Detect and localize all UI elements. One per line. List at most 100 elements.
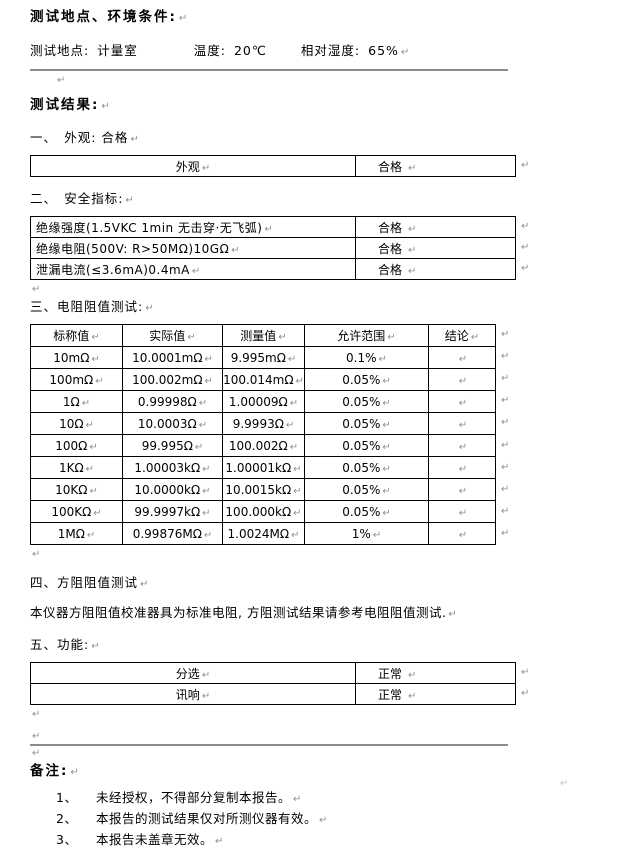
col-header-text: 实际值	[149, 329, 186, 343]
paragraph-mark: ↵	[382, 397, 391, 409]
row-end-marks: ↵ ↵	[521, 662, 529, 705]
safety-item: 绝缘强度(1.5VKC 1min 无击穿·无飞弧)	[36, 220, 263, 235]
paragraph-mark: ↵	[32, 748, 41, 759]
function-result: 正常	[378, 687, 403, 702]
actual-cell: 99.995Ω ↵	[122, 434, 223, 457]
range-value: 0.05%	[342, 438, 381, 453]
temperature-value: 20℃	[233, 43, 267, 58]
paragraph-mark: ↵	[378, 353, 387, 365]
safety-item-cell: 绝缘电阻(500V: R>50MΩ)10GΩ ↵	[30, 237, 356, 259]
paragraph-mark: ↵	[204, 353, 213, 365]
temperature-label: 温度:	[193, 43, 226, 58]
safety-item: 泄漏电流(≤3.6mA)0.4mA	[36, 262, 190, 277]
actual-value: 10.0003Ω	[137, 416, 197, 431]
measured-value: 1.00009Ω	[228, 394, 288, 409]
function-item-cell: 讯响 ↵	[30, 683, 356, 705]
empty-paragraph: ↵	[30, 729, 622, 743]
safety-result-cell: 合格 ↵	[355, 258, 516, 280]
nominal-cell: 100mΩ ↵	[30, 368, 123, 391]
table-row: 绝缘电阻(500V: R>50MΩ)10GΩ ↵ 合格 ↵	[30, 237, 516, 259]
remark-item: 2、 本报告的测试结果仅对所测仪器有效。 ↵	[30, 809, 622, 830]
paragraph-mark: ↵	[382, 419, 391, 431]
col-header-measured: 测量值 ↵	[222, 324, 305, 347]
paragraph-mark: ↵	[382, 485, 391, 497]
paragraph-mark: ↵	[408, 244, 417, 256]
paragraph-mark: ↵	[501, 417, 510, 429]
table-row: 绝缘强度(1.5VKC 1min 无击穿·无飞弧) ↵ 合格 ↵	[30, 216, 516, 238]
paragraph-mark: ↵	[501, 373, 510, 385]
col-header-text: 标称值	[53, 329, 90, 343]
nominal-cell: 1KΩ ↵	[30, 456, 123, 479]
resistance-table: 标称值 ↵ 实际值 ↵ 测量值 ↵ 允许范围 ↵ 结论 ↵ 10mΩ ↵ 10.0001mΩ…	[30, 324, 496, 545]
paragraph-mark: ↵	[501, 483, 510, 495]
paragraph-mark: ↵	[191, 265, 201, 277]
paragraph-mark: ↵	[278, 332, 287, 343]
nominal-cell: 10mΩ ↵	[30, 346, 123, 369]
safety-result: 合格	[378, 241, 403, 256]
nominal-value: 10mΩ	[53, 350, 90, 365]
table-row: 泄漏电流(≤3.6mA)0.4mA ↵ 合格 ↵	[30, 258, 516, 280]
paragraph-mark: ↵	[458, 463, 468, 475]
paragraph-mark: ↵	[458, 507, 468, 519]
paragraph-mark: ↵	[32, 709, 41, 720]
paragraph-mark: ↵	[458, 397, 468, 409]
range-cell: 1% ↵	[304, 522, 429, 545]
paragraph-mark: ↵	[86, 529, 96, 541]
nominal-cell: 100Ω ↵	[30, 434, 123, 457]
section-resistance-title: 三、电阻阻值测试: ↵	[30, 298, 622, 317]
paragraph-mark: ↵	[408, 669, 417, 681]
conclusion-cell: ↵	[428, 522, 496, 545]
measured-cell: 9.995mΩ ↵	[222, 346, 305, 369]
paragraph-mark: ↵	[293, 794, 302, 805]
actual-value: 1.00003kΩ	[134, 460, 201, 475]
paragraph-mark: ↵	[501, 505, 510, 517]
paragraph-mark: ↵	[201, 669, 211, 681]
safety-result-cell: 合格 ↵	[355, 237, 516, 259]
range-value: 0.05%	[342, 394, 381, 409]
function-result-cell: 正常 ↵	[355, 662, 516, 684]
env-heading-text: 测试地点、环境条件:	[30, 9, 177, 25]
conclusion-cell: ↵	[428, 434, 496, 457]
paragraph-mark: ↵	[408, 162, 417, 174]
paragraph-mark: ↵	[293, 463, 302, 475]
paragraph-mark: ↵	[521, 666, 530, 678]
remarks-heading: 备注: ↵	[30, 762, 622, 782]
measured-cell: 100.014mΩ ↵	[222, 368, 305, 391]
paragraph-mark: ↵	[198, 397, 208, 409]
paragraph-mark: ↵	[560, 778, 569, 789]
conclusion-cell: ↵	[428, 500, 496, 523]
paragraph-mark: ↵	[95, 375, 104, 387]
paragraph-mark: ↵	[178, 13, 188, 24]
remark-number: 2、	[56, 811, 78, 826]
paragraph-mark: ↵	[204, 375, 213, 387]
nominal-cell: 10KΩ ↵	[30, 478, 123, 501]
col-header-conclusion: 结论 ↵	[428, 324, 496, 347]
actual-cell: 1.00003kΩ ↵	[122, 456, 223, 479]
remark-text: 未经授权，不得部分复制本报告。	[96, 790, 292, 805]
actual-value: 0.99876MΩ	[132, 526, 202, 541]
table-row: 讯响 ↵ 正常 ↵	[30, 683, 516, 705]
table-row: 1MΩ ↵ 0.99876MΩ ↵ 1.0024MΩ ↵ 1% ↵ ↵	[30, 522, 496, 545]
paragraph-mark: ↵	[501, 461, 510, 473]
col-header-text: 结论	[444, 329, 469, 343]
results-heading: 测试结果: ↵	[30, 96, 622, 116]
actual-cell: 100.002mΩ ↵	[122, 368, 223, 391]
table-row: 1Ω ↵ 0.99998Ω ↵ 1.00009Ω ↵ 0.05% ↵ ↵	[30, 390, 496, 413]
paragraph-mark: ↵	[458, 441, 468, 453]
measured-value: 100.000kΩ	[225, 504, 292, 519]
appearance-table: 外观 ↵ 合格 ↵	[30, 155, 516, 177]
paragraph-mark: ↵	[215, 836, 224, 847]
location-value: 计量室	[97, 43, 138, 58]
table-row: 10mΩ ↵ 10.0001mΩ ↵ 9.995mΩ ↵ 0.1% ↵ ↵	[30, 346, 496, 369]
paragraph-mark: ↵	[202, 507, 211, 519]
paragraph-mark: ↵	[125, 195, 134, 206]
conclusion-cell: ↵	[428, 456, 496, 479]
table-row: 100mΩ ↵ 100.002mΩ ↵ 100.014mΩ ↵ 0.05% ↵ ↵	[30, 368, 496, 391]
function-item: 分选	[175, 666, 200, 681]
range-value: 0.05%	[342, 482, 381, 497]
paragraph-mark: ↵	[201, 162, 211, 174]
nominal-cell: 10Ω ↵	[30, 412, 123, 435]
humidity-label: 相对湿度:	[300, 43, 361, 58]
paragraph-mark: ↵	[293, 485, 302, 497]
actual-value: 99.995Ω	[141, 438, 193, 453]
